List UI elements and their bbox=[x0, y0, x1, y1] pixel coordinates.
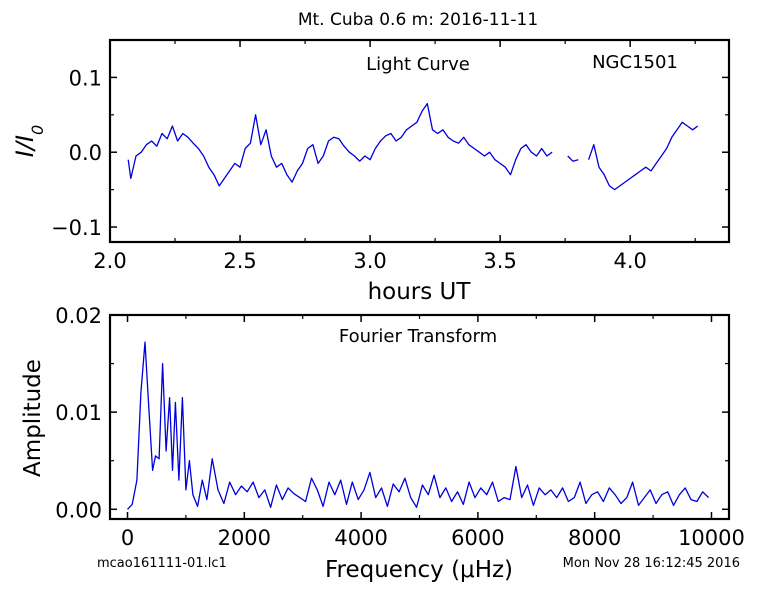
light-curve-series bbox=[127, 102, 699, 191]
x-tick-label: 6000 bbox=[451, 526, 504, 550]
fourier-title: Fourier Transform bbox=[339, 326, 497, 347]
light-curve-panel: 2.0 2.5 3.0 3.5 4.0 −0.1 0.0 0.1 Light Curve NG… bbox=[11, 38, 731, 305]
figure-title: Mt. Cuba 0.6 m: 2016-11-11 bbox=[298, 10, 538, 30]
y-tick-label: 0.00 bbox=[55, 498, 102, 522]
footer-timestamp: Mon Nov 28 16:12:45 2016 bbox=[563, 556, 740, 571]
x-tick-label: 2000 bbox=[218, 526, 271, 550]
series-line bbox=[567, 155, 579, 162]
fourier-panel: 0 2000 4000 6000 8000 10000 0.00 0.01 0.02 Fouri… bbox=[20, 304, 745, 583]
x-tick-label: 0 bbox=[121, 526, 134, 550]
light-curve-title: Light Curve bbox=[366, 54, 470, 75]
y-tick-label: 0.02 bbox=[55, 304, 102, 328]
fourier-ticks: 0 2000 4000 6000 8000 10000 0.00 0.01 0.02 bbox=[55, 304, 745, 550]
y-tick-label: 0.1 bbox=[69, 66, 102, 90]
footer-filename: mcao161111-01.lc1 bbox=[97, 556, 227, 571]
light-curve-frame bbox=[108, 38, 731, 244]
x-tick-label: 10000 bbox=[678, 526, 745, 550]
series-line bbox=[127, 102, 553, 187]
x-tick-label: 2.5 bbox=[223, 249, 256, 273]
x-tick-label: 4.0 bbox=[613, 249, 646, 273]
x-tick-label: 4000 bbox=[334, 526, 387, 550]
ylabel-i: I/I bbox=[11, 135, 39, 157]
fourier-ylabel: Amplitude bbox=[20, 359, 46, 477]
y-tick-label: 0.0 bbox=[69, 141, 102, 165]
series-line bbox=[587, 121, 699, 191]
light-curve-ylabel: I/I0 bbox=[11, 125, 47, 157]
x-tick-label: 2.0 bbox=[93, 249, 126, 273]
x-tick-label: 8000 bbox=[568, 526, 621, 550]
light-curve-ticks: 2.0 2.5 3.0 3.5 4.0 −0.1 0.0 0.1 bbox=[51, 40, 729, 273]
y-tick-label: 0.01 bbox=[55, 401, 102, 425]
x-tick-label: 3.5 bbox=[483, 249, 516, 273]
fourier-xlabel: Frequency (μHz) bbox=[325, 557, 513, 583]
fourier-series bbox=[127, 341, 710, 510]
ylabel-subscript: 0 bbox=[28, 125, 47, 135]
y-tick-label: −0.1 bbox=[51, 216, 102, 240]
object-name-label: NGC1501 bbox=[592, 52, 678, 73]
light-curve-xlabel: hours UT bbox=[368, 279, 472, 305]
x-tick-label: 3.0 bbox=[353, 249, 386, 273]
series-line bbox=[127, 341, 710, 510]
